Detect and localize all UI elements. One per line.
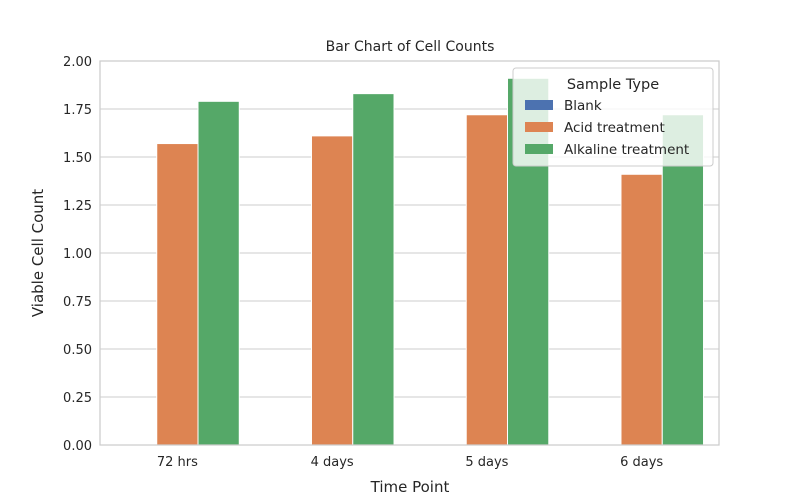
x-tick-labels: 72 hrs 4 days 5 days 6 days <box>157 455 664 470</box>
y-tick-label: 0.25 <box>63 391 92 406</box>
y-tick-label: 0.50 <box>63 343 92 358</box>
legend-box <box>512 67 714 167</box>
legend-swatch <box>525 144 553 154</box>
legend-label: Acid treatment <box>564 120 665 136</box>
bar-acid-treatment <box>310 135 354 446</box>
bar-acid-treatment <box>156 143 199 446</box>
legend-title: Sample Type <box>567 77 659 93</box>
y-tick-label: 1.50 <box>63 151 92 166</box>
y-tick-label: 0.00 <box>63 439 92 454</box>
legend: Sample Type Blank Acid treatment Alkaline … <box>512 67 714 167</box>
x-tick-label: 72 hrs <box>157 455 198 470</box>
y-tick-label: 1.75 <box>63 103 92 118</box>
y-tick-label: 1.25 <box>63 199 92 214</box>
y-tick-label: 0.75 <box>63 295 92 310</box>
x-axis-label: Time Point <box>370 478 450 496</box>
bar-acid-treatment <box>465 114 509 446</box>
x-tick-label: 6 days <box>620 455 663 470</box>
y-tick-labels: 0.00 0.25 0.50 0.75 1.00 1.25 1.50 1.75 2.00 <box>63 55 92 454</box>
bars <box>156 77 705 446</box>
bar-alkaline-treatment <box>352 93 395 446</box>
y-tick-label: 1.00 <box>63 247 92 262</box>
legend-swatch <box>525 100 553 110</box>
y-axis-label: Viable Cell Count <box>29 189 47 317</box>
bar-alkaline-treatment <box>197 100 240 446</box>
x-tick-label: 4 days <box>311 455 354 470</box>
legend-label: Alkaline treatment <box>564 142 689 158</box>
chart-title: Bar Chart of Cell Counts <box>326 39 495 55</box>
bar-alkaline-treatment <box>661 114 705 446</box>
legend-label: Blank <box>564 98 602 114</box>
bar-acid-treatment <box>620 173 663 446</box>
y-tick-label: 2.00 <box>63 55 92 70</box>
legend-items: Blank Acid treatment Alkaline treatment <box>525 98 689 158</box>
x-tick-label: 5 days <box>465 455 508 470</box>
axes-frame <box>99 60 720 446</box>
legend-swatch <box>525 122 553 132</box>
